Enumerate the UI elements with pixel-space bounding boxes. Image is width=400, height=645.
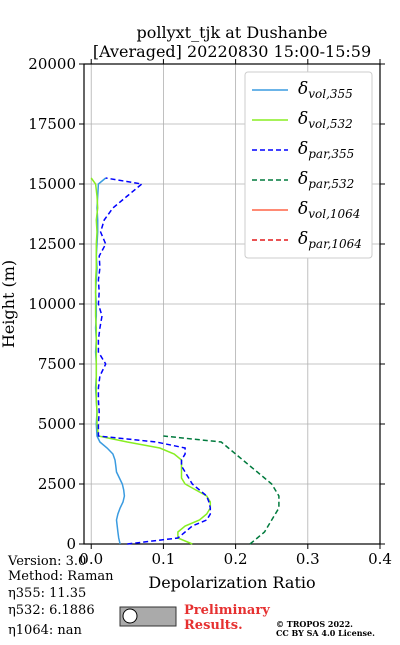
plot-frame — [83, 63, 381, 545]
legend-box — [244, 71, 373, 259]
legend-label: δpar,355 — [298, 139, 354, 161]
y-tick-label: 5000 — [38, 415, 76, 433]
y-tick-label: 2500 — [38, 475, 76, 493]
profile-line — [94, 177, 126, 545]
profile-line — [163, 435, 280, 545]
chart-subtitle: [Averaged] 20220830 15:00-15:59 — [93, 42, 371, 61]
legend-label: δpar,532 — [298, 169, 354, 191]
x-axis-label: Depolarization Ratio — [148, 573, 315, 592]
x-tick-label: 0.4 — [368, 550, 392, 568]
x-tick-label: 0.3 — [296, 550, 320, 568]
footer: Version: 3.0 Method: Raman η355: 11.35 η… — [7, 554, 375, 638]
legend-label: δvol,355 — [298, 79, 353, 101]
cc-logo — [122, 608, 138, 624]
legend: δvol,355 δvol,532 δpar,355 δpar,532 δvol,106… — [244, 71, 373, 259]
legend-label: δpar,1064 — [298, 229, 362, 251]
chart-title: pollyxt_tjk at Dushanbe — [136, 23, 327, 42]
y-tick-label: 17500 — [28, 115, 76, 133]
method: Method: Raman — [8, 569, 114, 584]
eta: η532: 6.1886 — [8, 603, 95, 618]
license: CC BY SA 4.0 License. — [276, 628, 375, 638]
preliminary: Results. — [184, 618, 243, 633]
version: Version: 3.0 — [7, 554, 86, 569]
legend-label: δvol,1064 — [298, 199, 360, 221]
y-tick-label: 0 — [66, 535, 76, 553]
y-tick-label: 7500 — [38, 355, 76, 373]
y-tick-label: 12500 — [28, 235, 76, 253]
y-tick-label: 20000 — [28, 55, 76, 73]
copyright: © TROPOS 2022. — [276, 619, 353, 629]
profile-line — [97, 177, 212, 545]
x-tick-label: 0.1 — [151, 550, 175, 568]
x-tick-label: 0.2 — [224, 550, 248, 568]
profile-line — [90, 177, 212, 545]
legend-label: δvol,532 — [298, 109, 353, 131]
y-axis-label: Height (m) — [0, 260, 18, 348]
eta: η1064: nan — [8, 623, 83, 638]
preliminary: Preliminary — [184, 603, 270, 618]
y-tick-label: 10000 — [28, 295, 76, 313]
y-tick-label: 15000 — [28, 175, 76, 193]
eta: η355: 11.35 — [8, 586, 86, 601]
x-tick-label: 0.0 — [79, 550, 103, 568]
